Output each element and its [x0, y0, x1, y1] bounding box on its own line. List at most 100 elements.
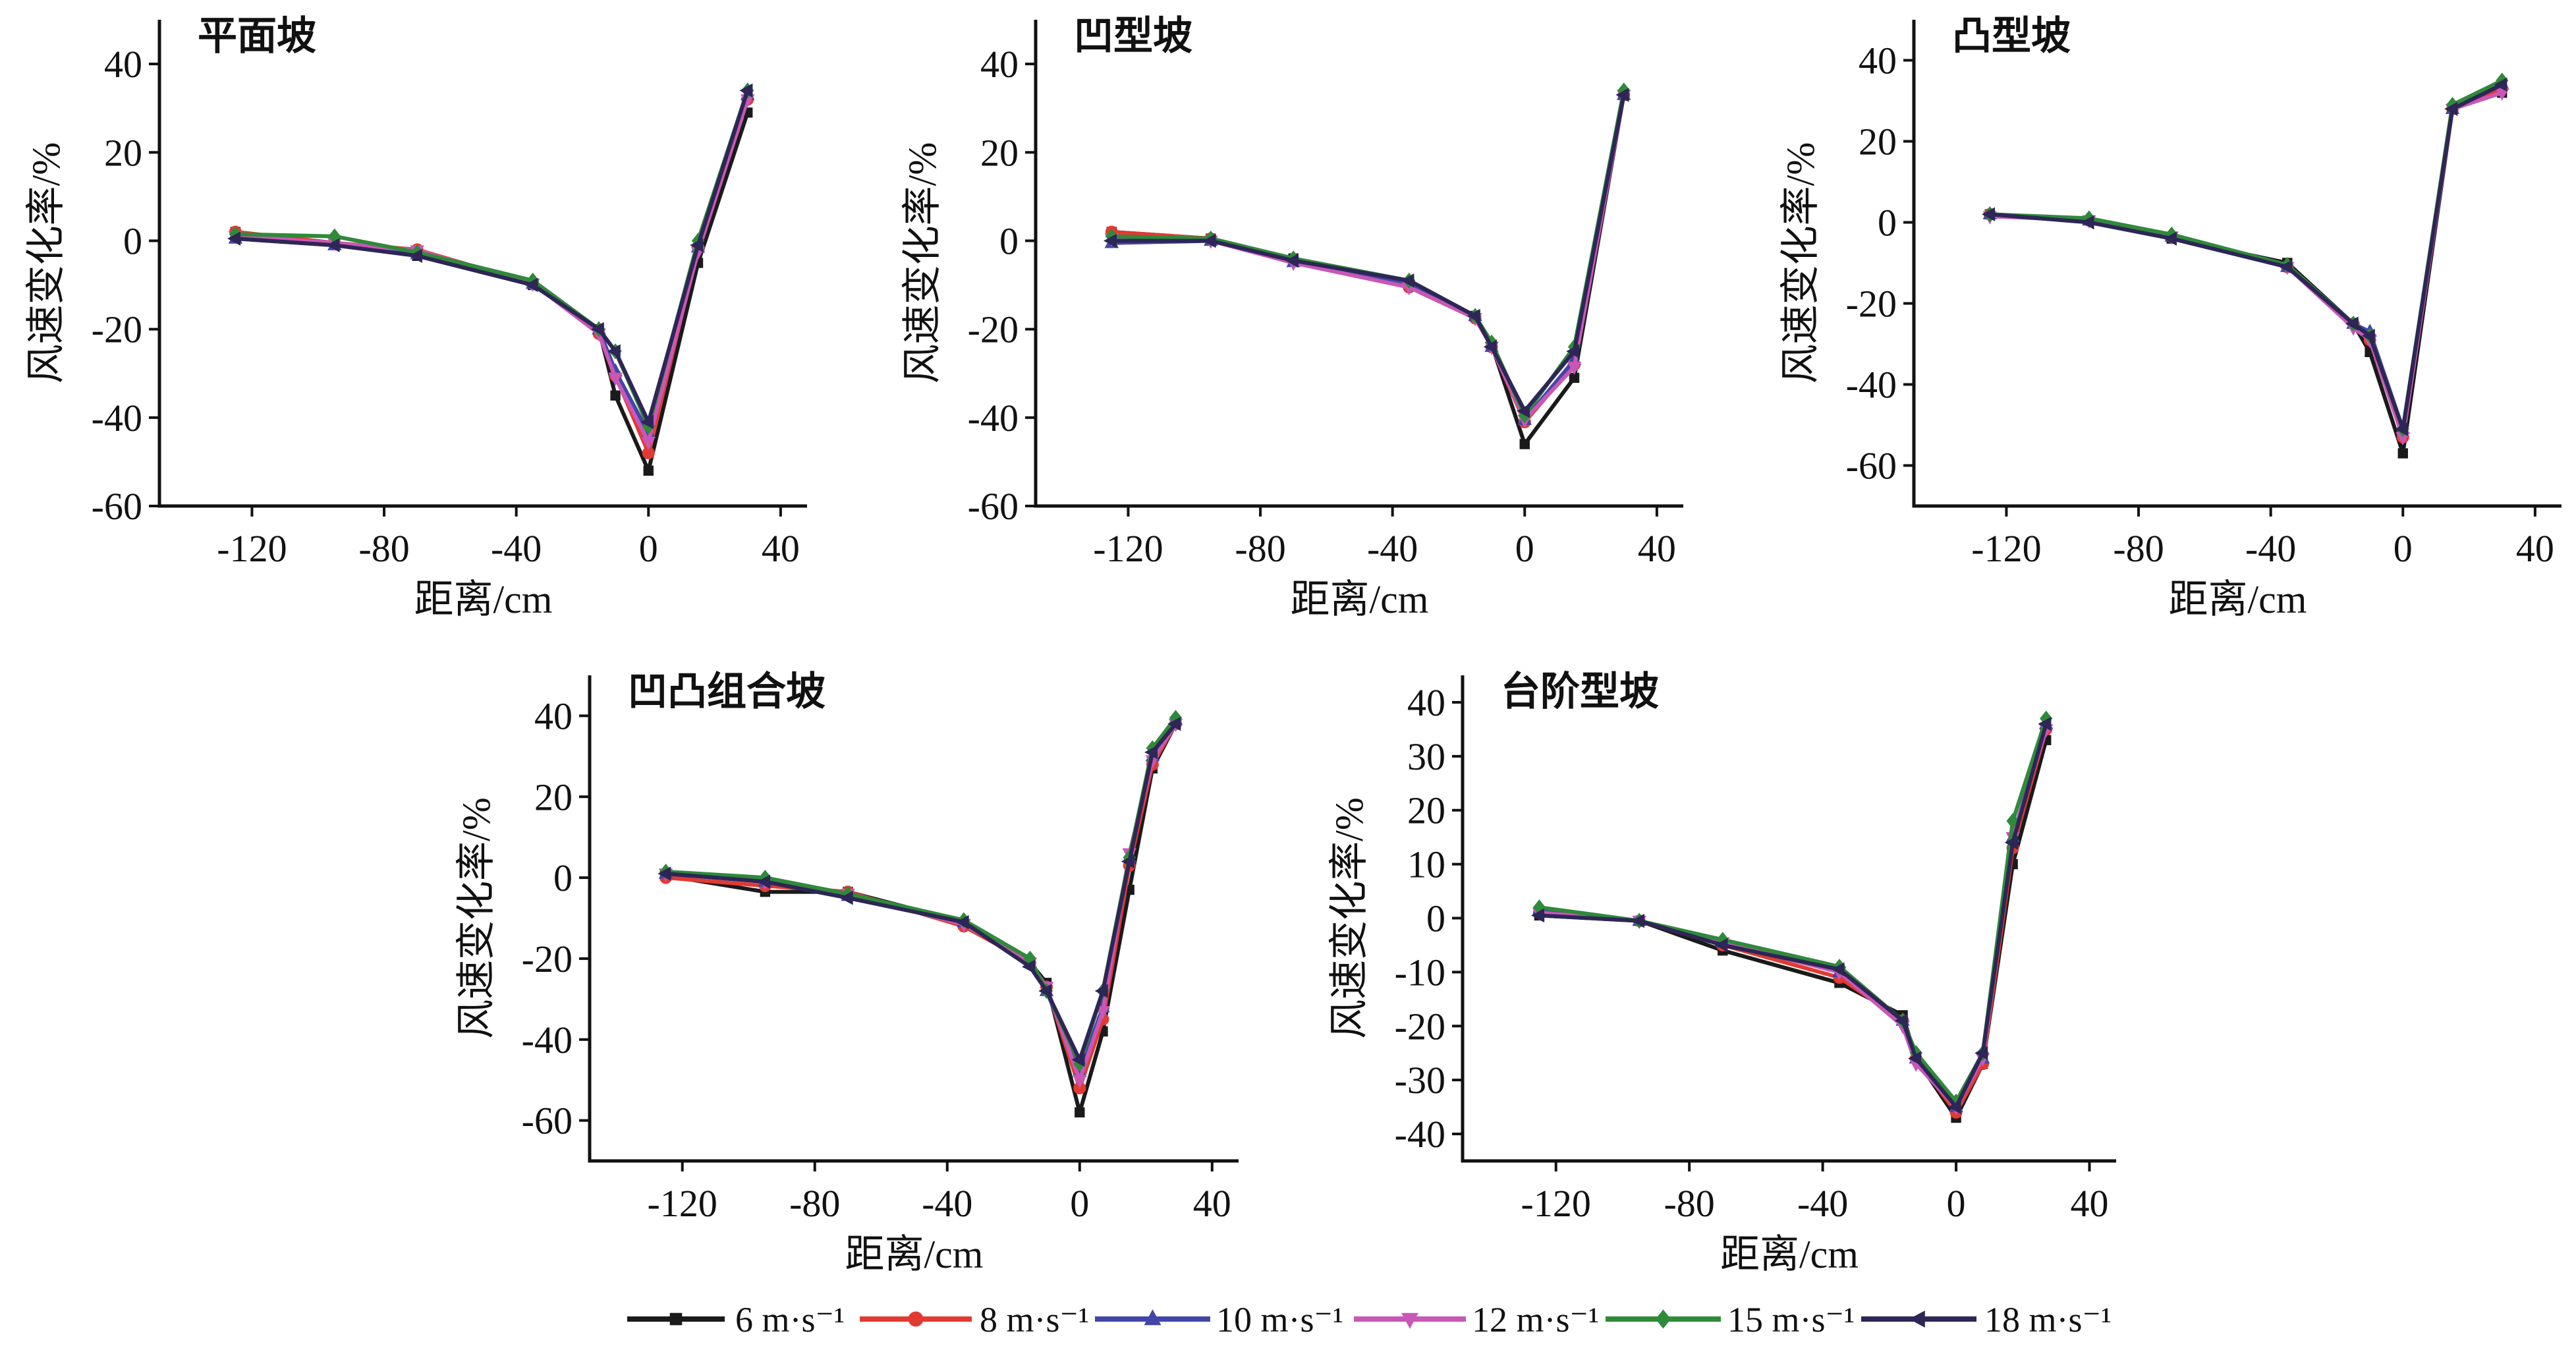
data-point — [658, 866, 671, 881]
data-point — [2163, 231, 2177, 246]
y-axis-label: 风速变化率/% — [24, 142, 68, 384]
x-tick-label: -120 — [1521, 1182, 1591, 1225]
x-tick-label: -40 — [922, 1182, 972, 1225]
series-line-12ms — [1990, 90, 2503, 439]
legend-item: 18 m·s⁻¹ — [1861, 1300, 2112, 1339]
legend-marker — [1144, 1309, 1162, 1326]
data-point — [955, 915, 969, 930]
data-point — [1947, 1100, 1961, 1114]
y-tick-label: 0 — [123, 219, 142, 262]
x-tick-label: -80 — [789, 1182, 840, 1225]
series-line-15ms — [1538, 718, 2048, 1104]
x-tick-label: -80 — [1235, 527, 1285, 570]
y-tick-label: 40 — [1859, 40, 1897, 82]
data-point — [610, 390, 621, 401]
data-point — [1566, 344, 1580, 358]
y-tick-label: -20 — [968, 308, 1019, 351]
data-point — [524, 277, 538, 293]
x-tick-label: 40 — [1638, 527, 1676, 570]
y-tick-label: 40 — [980, 43, 1019, 86]
series-line-8ms — [665, 723, 1178, 1090]
series-line-6ms — [665, 723, 1178, 1115]
data-point — [643, 465, 654, 476]
legend-marker — [1401, 1312, 1418, 1329]
legend-item: 10 m·s⁻¹ — [1095, 1300, 1343, 1339]
data-point — [1075, 1107, 1085, 1117]
chart-panel-5: -40 -30 -20 -10 0 10 20 30 40 -120 -80 -40 0 40 台阶型坡距离… — [1328, 670, 2116, 1276]
data-point — [2397, 448, 2408, 459]
y-tick-label: 0 — [999, 219, 1019, 262]
data-point — [2444, 101, 2458, 117]
x-tick-label: 0 — [1070, 1182, 1089, 1225]
series-line-10ms — [1539, 723, 2048, 1110]
legend-label: 8 m·s⁻¹ — [980, 1300, 1089, 1339]
data-point — [1096, 1006, 1110, 1020]
data-point — [227, 231, 241, 246]
x-tick-label: -80 — [2113, 527, 2164, 570]
y-axis-label: 风速变化率/% — [455, 797, 498, 1039]
series-6ms — [1534, 735, 2052, 1123]
series-line-12ms — [1111, 94, 1626, 422]
data-point — [2394, 422, 2408, 436]
series-18ms — [227, 83, 753, 430]
chart-title: 平面坡 — [198, 14, 316, 58]
y-axis-label: 风速变化率/% — [1779, 142, 1822, 384]
x-tick-label: -80 — [1664, 1182, 1714, 1225]
series-15ms — [229, 82, 754, 435]
series-18ms — [1531, 716, 2052, 1114]
data-point — [1104, 233, 1117, 248]
y-tick-label: -40 — [968, 397, 1019, 439]
legend-marker — [1655, 1309, 1671, 1329]
data-point — [2361, 328, 2375, 343]
data-point — [1908, 1051, 1922, 1066]
series-8ms — [659, 718, 1183, 1094]
data-point — [1094, 984, 1108, 998]
data-point — [1144, 745, 1158, 760]
y-axis-label: 风速变化率/% — [901, 142, 944, 384]
legend-marker — [669, 1312, 683, 1326]
y-tick-label: -10 — [1395, 951, 1445, 994]
data-point — [1285, 253, 1299, 268]
x-tick-label: 0 — [639, 527, 658, 570]
series-line-6ms — [1539, 739, 2048, 1120]
x-tick-label: 0 — [2394, 527, 2413, 570]
y-tick-label: -40 — [522, 1019, 573, 1061]
data-point — [1202, 233, 1216, 248]
data-point — [1974, 1046, 1988, 1060]
legend-label: 12 m·s⁻¹ — [1472, 1300, 1599, 1339]
chart-title: 凸型坡 — [1952, 14, 2071, 58]
data-point — [1073, 1075, 1087, 1088]
legend-item: 6 m·s⁻¹ — [627, 1300, 845, 1339]
series-6ms — [660, 719, 1181, 1117]
x-axis-label: 距离/cm — [2169, 578, 2307, 621]
y-tick-label: -40 — [1395, 1113, 1445, 1156]
series-15ms — [1105, 82, 1631, 424]
series-line-18ms — [1990, 82, 2504, 432]
series-line-18ms — [1111, 94, 1626, 413]
y-tick-label: -20 — [522, 938, 573, 980]
data-point — [2081, 215, 2094, 230]
data-point — [1167, 716, 1181, 731]
data-point — [1022, 959, 1036, 974]
series-18ms — [1104, 88, 1629, 418]
data-point — [1516, 404, 1530, 418]
data-point — [1038, 984, 1052, 998]
legend-label: 6 m·s⁻¹ — [735, 1300, 845, 1339]
chart-title: 凹凸组合坡 — [628, 670, 826, 714]
x-axis-label: 距离/cm — [845, 1233, 984, 1276]
x-tick-label: -120 — [648, 1182, 717, 1225]
x-tick-label: -40 — [491, 527, 542, 570]
x-tick-label: -120 — [1971, 527, 2041, 570]
y-tick-label: 20 — [104, 131, 142, 174]
x-tick-label: -120 — [217, 527, 287, 570]
data-point — [608, 372, 623, 386]
series-line-18ms — [1539, 723, 2048, 1110]
y-tick-label: -40 — [92, 397, 142, 439]
y-tick-label: -60 — [968, 485, 1019, 528]
chart-title: 台阶型坡 — [1501, 670, 1659, 714]
data-point — [757, 874, 771, 889]
data-point — [2006, 813, 2019, 830]
x-axis-label: 距离/cm — [1720, 1233, 1859, 1276]
x-tick-label: -120 — [1093, 527, 1163, 570]
